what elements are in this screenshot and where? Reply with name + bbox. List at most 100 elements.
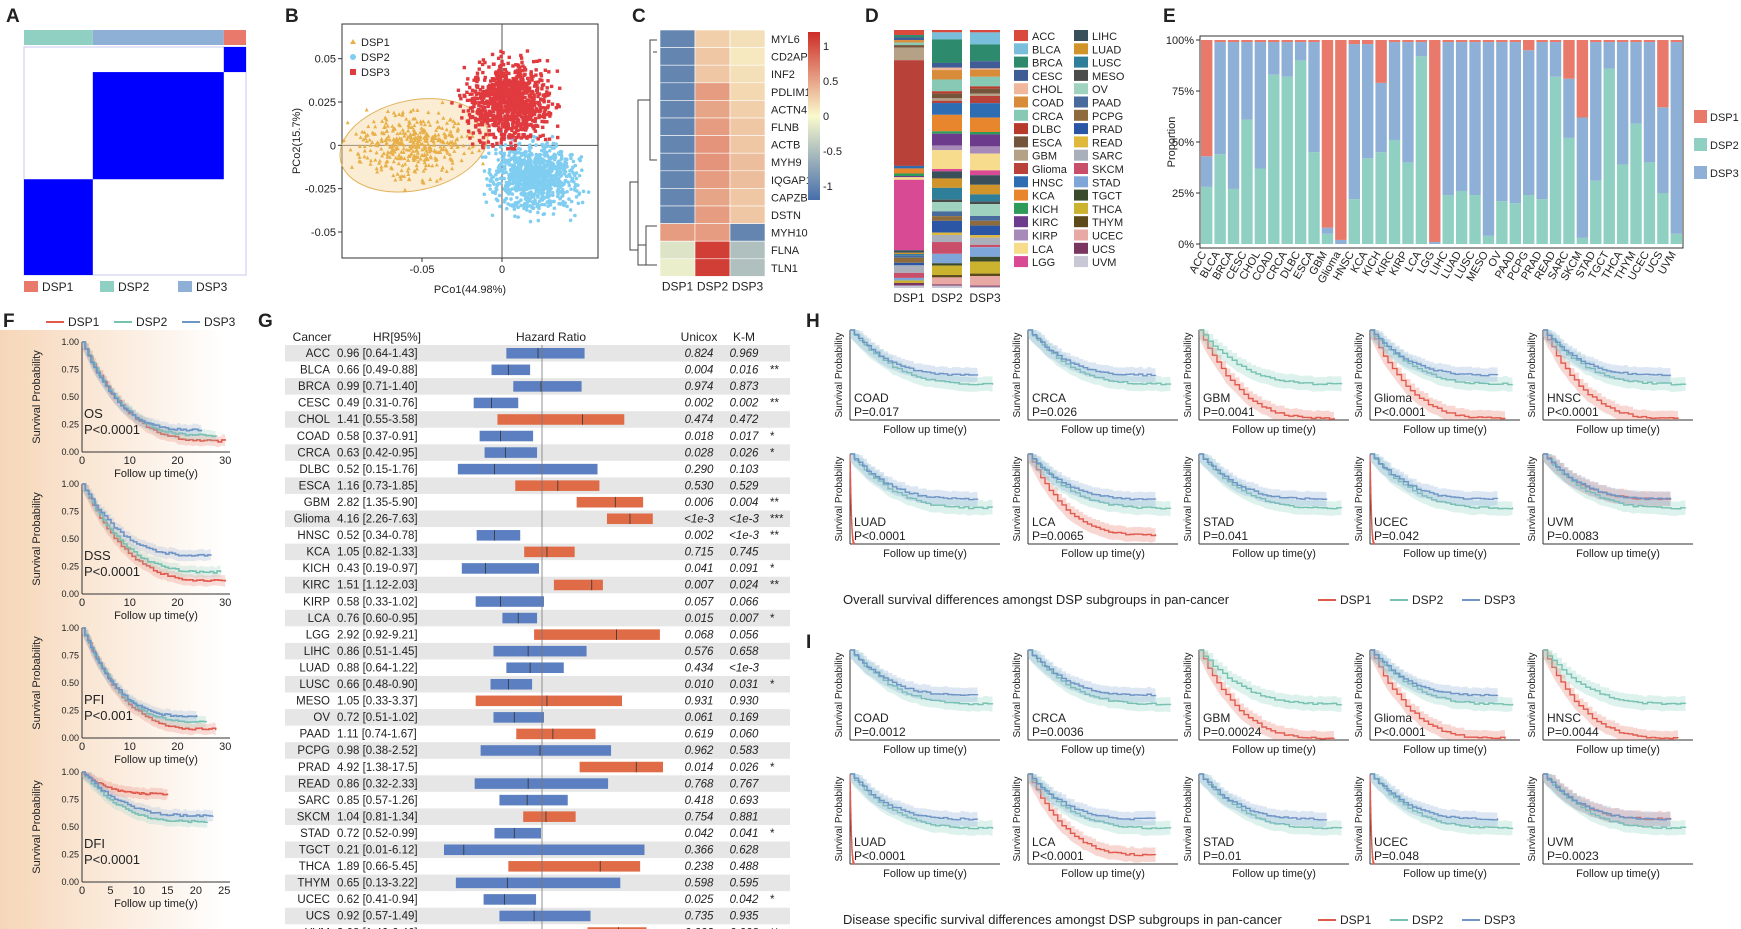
point-dsp3 (499, 54, 503, 59)
stack-segment-acc (894, 30, 924, 36)
point-dsp2 (516, 215, 520, 219)
point-dsp1 (396, 156, 401, 161)
point-dsp3 (506, 115, 510, 119)
point-dsp3 (522, 123, 526, 127)
bar-dsp2 (1201, 186, 1213, 244)
row-km: 0.060 (730, 729, 759, 741)
row-km: 0.969 (730, 348, 759, 360)
legend-swatch-ucs (1074, 242, 1088, 254)
ci-band-dsp3 (1370, 330, 1498, 383)
panel-label-i: I (806, 632, 811, 653)
stack-segment-brca (932, 39, 962, 63)
point-dsp2 (542, 212, 547, 216)
point-dsp3 (513, 81, 517, 85)
point-dsp3 (524, 127, 528, 131)
point-dsp3 (477, 91, 481, 96)
point-dsp1 (362, 144, 367, 149)
point-dsp3 (519, 53, 523, 58)
legend-label-tgct: TGCT (1092, 191, 1122, 203)
point-dsp1 (419, 126, 424, 130)
point-dsp1 (393, 177, 398, 182)
point-dsp3 (499, 141, 503, 145)
point-dsp2 (572, 188, 577, 192)
legend-label-kirp: KIRP (1032, 231, 1058, 243)
km-curve-dsp1 (1543, 649, 1679, 740)
row-hr: 0.21 [0.01-6.12] (337, 845, 418, 857)
legend-label-kich: KICH (1032, 204, 1058, 216)
plot-cancer-crca: CRCA (1032, 391, 1066, 405)
point-dsp1 (365, 155, 370, 160)
plot-cancer-luad: LUAD (854, 835, 886, 849)
point-dsp2 (539, 196, 544, 201)
point-dsp1 (401, 146, 406, 151)
point-dsp1 (366, 124, 371, 129)
point-dsp1 (424, 132, 429, 137)
point-dsp3 (516, 100, 520, 104)
point-dsp3 (481, 58, 486, 62)
legend-label-dsp3: DSP3 (204, 315, 236, 329)
point-dsp3 (481, 108, 485, 113)
point-dsp2 (557, 176, 561, 181)
point-dsp3 (466, 109, 470, 113)
point-dsp2 (503, 164, 507, 169)
point-dsp3 (500, 59, 504, 64)
bar-dsp3 (1281, 42, 1293, 77)
row-km: 0.881 (730, 811, 759, 823)
point-dsp1 (402, 187, 407, 192)
point-dsp3 (505, 81, 509, 85)
point-dsp2 (508, 157, 513, 162)
ci-band-dsp2 (850, 774, 993, 836)
point-dsp2 (580, 200, 585, 205)
point-dsp3 (495, 105, 500, 109)
point-dsp3 (492, 106, 497, 110)
hr-bar (502, 612, 538, 624)
stack-segment-kca (932, 114, 962, 132)
point-dsp3 (496, 56, 501, 61)
point-dsp1 (413, 135, 418, 140)
legend-swatch-esca (1014, 136, 1028, 148)
point-dsp3 (472, 104, 476, 108)
point-dsp3 (541, 125, 545, 130)
point-dsp3 (480, 123, 485, 127)
stack-segment-acc (970, 30, 1000, 33)
bar-dsp3 (1321, 227, 1334, 234)
point-dsp2 (568, 218, 573, 223)
point-dsp3 (478, 140, 483, 144)
point-dsp3 (497, 88, 501, 92)
point-dsp1 (422, 158, 427, 162)
row-km: 0.004 (730, 497, 759, 509)
stack-segment-crca (932, 79, 962, 92)
bar-dsp2 (1362, 158, 1374, 244)
point-dsp1 (419, 121, 424, 126)
point-dsp2 (548, 203, 553, 207)
point-dsp1 (354, 131, 359, 136)
row-label-flnb: FLNB (771, 122, 799, 134)
plot-cancer-hnsc: HNSC (1547, 391, 1581, 405)
point-dsp3 (526, 81, 530, 86)
heat-cell (659, 64, 696, 84)
y-axis-label: Survival Probability (1527, 776, 1538, 861)
km-curve-dsp3 (1370, 453, 1499, 500)
stack-segment-ucec (932, 277, 962, 285)
point-dsp3 (499, 100, 504, 104)
point-dsp3 (518, 122, 523, 126)
point-dsp2 (540, 202, 544, 207)
bar-dsp2 (1469, 195, 1481, 244)
point-dsp3 (471, 115, 475, 119)
point-dsp3 (492, 86, 496, 91)
point-dsp3 (468, 92, 472, 97)
bar-dsp2 (1321, 233, 1334, 244)
ci-band-dsp3 (82, 628, 197, 723)
hr-bar (506, 662, 564, 673)
row-unicox: 0.018 (685, 431, 714, 443)
point-dsp3 (507, 117, 512, 121)
stack-segment-paad (932, 211, 962, 217)
point-dsp2 (513, 175, 518, 179)
row-km: 0.026 (730, 762, 759, 774)
point-dsp1 (441, 140, 446, 145)
point-dsp3 (498, 66, 502, 70)
point-dsp2 (518, 165, 523, 170)
ci-band-dsp1 (82, 484, 226, 587)
point-dsp3 (461, 109, 466, 113)
